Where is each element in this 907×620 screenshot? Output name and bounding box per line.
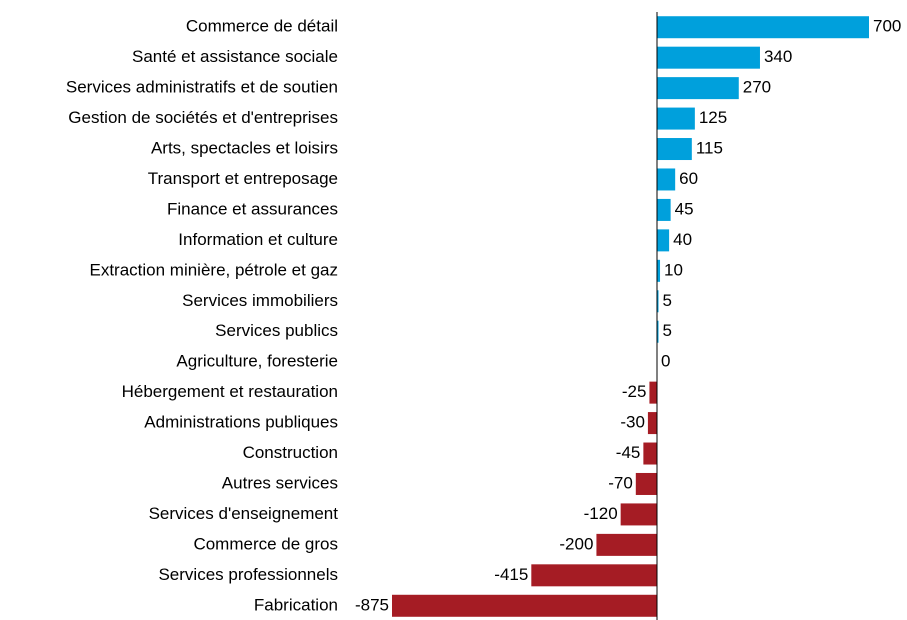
bar [635, 472, 657, 495]
category-label: Services immobiliers [182, 291, 338, 310]
category-label: Commerce de détail [186, 17, 338, 36]
value-label: -200 [559, 534, 593, 553]
value-label: -875 [355, 595, 389, 614]
value-label: 115 [696, 139, 723, 158]
category-label: Extraction minière, pétrole et gaz [89, 260, 338, 279]
category-label: Fabrication [254, 595, 338, 614]
bar [649, 381, 657, 404]
value-label: 5 [663, 291, 672, 310]
value-label: 125 [699, 108, 727, 127]
category-label: Santé et assistance sociale [132, 47, 338, 66]
value-label: -25 [622, 382, 647, 401]
value-label: 700 [873, 17, 901, 36]
value-label: -70 [608, 473, 633, 492]
bar [657, 107, 695, 130]
category-label: Administrations publiques [144, 413, 338, 432]
bar [657, 290, 659, 313]
bar [657, 168, 676, 191]
category-label: Services professionnels [158, 565, 338, 584]
bar [647, 412, 657, 435]
bar [657, 259, 661, 282]
value-label: 270 [743, 78, 771, 97]
bar [657, 138, 692, 161]
bar [620, 503, 657, 526]
bar [657, 229, 670, 252]
category-label: Autres services [222, 473, 338, 492]
category-label: Construction [243, 443, 338, 462]
value-label: -120 [584, 504, 618, 523]
value-label: -415 [494, 565, 528, 584]
value-label: 340 [764, 47, 792, 66]
value-label: 10 [664, 260, 683, 279]
category-label: Arts, spectacles et loisirs [151, 139, 338, 158]
value-label: 45 [675, 199, 694, 218]
category-label: Finance et assurances [167, 199, 338, 218]
category-label: Services publics [215, 321, 338, 340]
category-label: Information et culture [178, 230, 338, 249]
value-label: 5 [663, 321, 672, 340]
bar [657, 320, 659, 343]
category-label: Services d'enseignement [149, 504, 339, 523]
category-label: Commerce de gros [193, 534, 338, 553]
category-label: Gestion de sociétés et d'entreprises [68, 108, 338, 127]
bar [657, 77, 739, 100]
bar [643, 442, 657, 465]
category-label: Hébergement et restauration [122, 382, 338, 401]
value-label: -30 [620, 413, 645, 432]
bar [531, 564, 657, 587]
value-label: 0 [661, 352, 670, 371]
category-label: Agriculture, foresterie [176, 352, 338, 371]
bar [657, 16, 869, 39]
bar [657, 46, 760, 69]
category-label: Transport et entreposage [148, 169, 338, 188]
bar [392, 594, 657, 617]
value-label: 60 [679, 169, 698, 188]
category-label: Services administratifs et de soutien [66, 78, 338, 97]
value-label: -45 [616, 443, 641, 462]
value-label: 40 [673, 230, 692, 249]
bar [657, 198, 671, 221]
bar [596, 533, 657, 556]
